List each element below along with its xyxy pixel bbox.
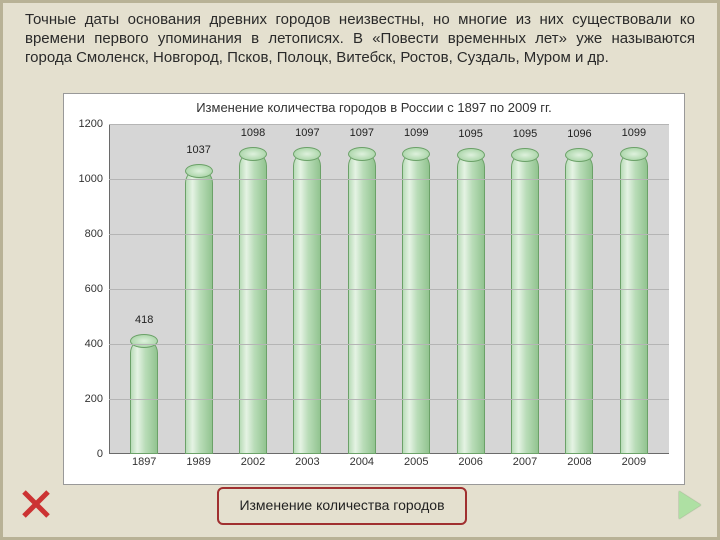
bar-slot: 1097 <box>335 152 389 454</box>
bar-slot: 1098 <box>226 152 280 454</box>
xtick-label: 1897 <box>117 456 171 468</box>
bar <box>511 153 539 454</box>
chart-title: Изменение количества городов в России с … <box>64 100 684 115</box>
ytick-label: 400 <box>85 338 109 350</box>
bar-slot: 1097 <box>280 152 334 454</box>
gridline <box>109 234 669 235</box>
bar-slot: 1095 <box>498 153 552 454</box>
bar <box>457 153 485 454</box>
bar-value-label: 1095 <box>458 128 482 140</box>
bar-slot: 1099 <box>389 152 443 454</box>
bar-value-label: 1099 <box>404 127 428 139</box>
bar-value-label: 1097 <box>295 127 319 139</box>
chart-container: Изменение количества городов в России с … <box>63 93 685 485</box>
gridline <box>109 124 669 125</box>
gridline <box>109 289 669 290</box>
ytick-label: 200 <box>85 393 109 405</box>
bar-slot: 418 <box>117 339 171 454</box>
next-arrow-icon[interactable] <box>679 491 701 519</box>
bar-value-label: 1095 <box>513 128 537 140</box>
ytick-label: 0 <box>97 448 109 460</box>
x-axis-labels: 1897198920022003200420052006200720082009 <box>109 456 669 468</box>
bar-value-label: 1037 <box>186 144 210 156</box>
bar <box>565 153 593 454</box>
bar <box>348 152 376 454</box>
bar <box>293 152 321 454</box>
bar-slot: 1099 <box>607 152 661 454</box>
intro-paragraph: Точные даты основания древних городов не… <box>25 11 695 67</box>
bar-value-label: 418 <box>135 314 153 326</box>
xtick-label: 2006 <box>443 456 497 468</box>
bar-slot: 1095 <box>443 153 497 454</box>
chart-plot: 418103710981097109710991095109510961099 … <box>109 124 669 454</box>
xtick-label: 2004 <box>335 456 389 468</box>
bar-value-label: 1096 <box>567 127 591 139</box>
slide: Точные даты основания древних городов не… <box>0 0 720 540</box>
bar <box>239 152 267 454</box>
ytick-label: 600 <box>85 283 109 295</box>
bar <box>185 169 213 454</box>
bar-slot: 1096 <box>552 153 606 454</box>
xtick-label: 2009 <box>607 456 661 468</box>
gridline <box>109 399 669 400</box>
bar <box>402 152 430 454</box>
xtick-label: 2002 <box>226 456 280 468</box>
bar <box>620 152 648 454</box>
caption-text: Изменение количества городов <box>239 498 444 513</box>
ytick-label: 1000 <box>79 173 109 185</box>
caption-box: Изменение количества городов <box>217 487 467 525</box>
bar-value-label: 1099 <box>622 127 646 139</box>
ytick-label: 800 <box>85 228 109 240</box>
bar-slot: 1037 <box>171 169 225 454</box>
close-icon[interactable] <box>19 487 53 521</box>
gridline <box>109 344 669 345</box>
xtick-label: 2007 <box>498 456 552 468</box>
xtick-label: 1989 <box>171 456 225 468</box>
xtick-label: 2003 <box>280 456 334 468</box>
bar <box>130 339 158 454</box>
bar-value-label: 1098 <box>241 127 265 139</box>
ytick-label: 1200 <box>79 118 109 130</box>
xtick-label: 2008 <box>552 456 606 468</box>
xtick-label: 2005 <box>389 456 443 468</box>
gridline <box>109 179 669 180</box>
bar-value-label: 1097 <box>350 127 374 139</box>
